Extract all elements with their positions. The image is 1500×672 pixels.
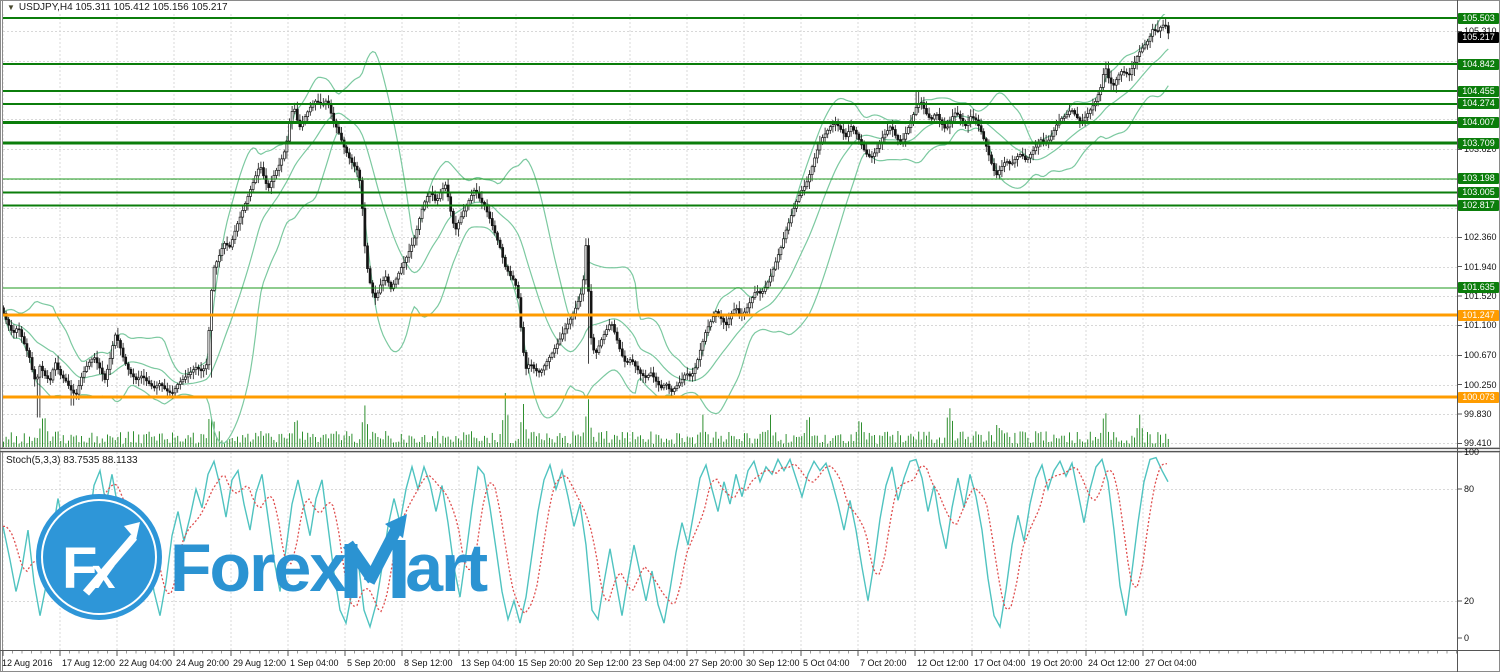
time-axis-label: 24 Aug 20:00 (176, 658, 230, 668)
time-axis-label: 24 Oct 12:00 (1088, 658, 1140, 668)
time-axis-label: 1 Sep 04:00 (290, 658, 339, 668)
level-price-label: 101.635 (1458, 282, 1499, 294)
time-axis-label: 13 Sep 04:00 (461, 658, 515, 668)
price-axis-tick: 99.830 (1464, 408, 1492, 419)
time-axis-label: 17 Aug 12:00 (62, 658, 116, 668)
price-axis-tick: 101.520 (1464, 291, 1497, 301)
time-axis-label: 19 Oct 20:00 (1031, 658, 1083, 668)
level-price-label: 103.198 (1458, 173, 1499, 185)
logo-arrow-m-icon (343, 514, 408, 598)
level-price-label: 103.005 (1458, 186, 1499, 198)
time-axis-label: 29 Aug 12:00 (233, 658, 287, 668)
current-price-label: 105.217 (1458, 32, 1499, 44)
time-axis-label: 5 Oct 04:00 (803, 658, 850, 668)
price-axis-tick: 101.940 (1464, 261, 1497, 272)
forexmart-wordmark: Forex art (170, 514, 488, 602)
symbol-dropdown-icon[interactable]: ▼ (7, 2, 15, 12)
time-axis-label: 22 Aug 04:00 (119, 658, 173, 668)
level-price-label: 100.073 (1458, 391, 1499, 403)
stoch-axis-tick: 0 (1464, 633, 1470, 643)
level-price-label: 103.709 (1458, 137, 1499, 149)
stoch-axis-tick: 20 (1464, 595, 1475, 606)
level-price-label: 102.817 (1458, 199, 1499, 211)
time-axis-label: 27 Oct 04:00 (1145, 658, 1197, 668)
level-price-label: 104.274 (1458, 98, 1499, 110)
time-axis-label: 12 Oct 12:00 (917, 658, 969, 668)
chart-header: ▼ USDJPY,H4 105.311 105.412 105.156 105.… (7, 2, 228, 13)
stochastic-label: Stoch(5,3,3) 83.7535 88.1133 (6, 455, 138, 466)
price-axis-tick: 100.250 (1464, 379, 1497, 390)
price-axis-tick: 100.670 (1464, 350, 1497, 361)
forexmart-logo-icon: F x (36, 494, 162, 620)
level-price-label: 105.503 (1458, 12, 1499, 24)
stoch-axis-tick: 80 (1464, 484, 1475, 495)
time-axis-label: 17 Oct 04:00 (974, 658, 1026, 668)
level-price-label: 104.455 (1458, 85, 1499, 97)
time-axis-label: 5 Sep 20:00 (347, 658, 396, 668)
level-price-label: 101.247 (1458, 309, 1499, 321)
time-axis-label: 30 Sep 12:00 (746, 658, 800, 668)
level-price-label: 104.842 (1458, 58, 1499, 70)
stoch-axis-tick: 100 (1464, 447, 1480, 457)
price-axis-tick: 99.410 (1464, 438, 1492, 449)
time-axis-label: 27 Sep 20:00 (689, 658, 743, 668)
price-axis-tick: 105.310 (1464, 26, 1497, 37)
symbol-ohlc-title: USDJPY,H4 105.311 105.412 105.156 105.21… (18, 2, 228, 13)
price-axis-tick: 102.360 (1464, 232, 1497, 243)
time-axis-label: 23 Sep 04:00 (632, 658, 686, 668)
level-price-label: 104.007 (1458, 116, 1499, 128)
time-axis-label: 7 Oct 20:00 (860, 658, 907, 668)
price-axis-tick: 103.620 (1464, 144, 1497, 155)
time-axis-label: 12 Aug 2016 (2, 658, 53, 668)
forexmart-watermark: F x Forex art (36, 494, 488, 620)
price-axis-tick: 101.100 (1464, 320, 1497, 331)
time-axis-label: 15 Sep 20:00 (518, 658, 572, 668)
time-axis-label: 8 Sep 12:00 (404, 658, 453, 668)
time-axis-label: 20 Sep 12:00 (575, 658, 629, 668)
